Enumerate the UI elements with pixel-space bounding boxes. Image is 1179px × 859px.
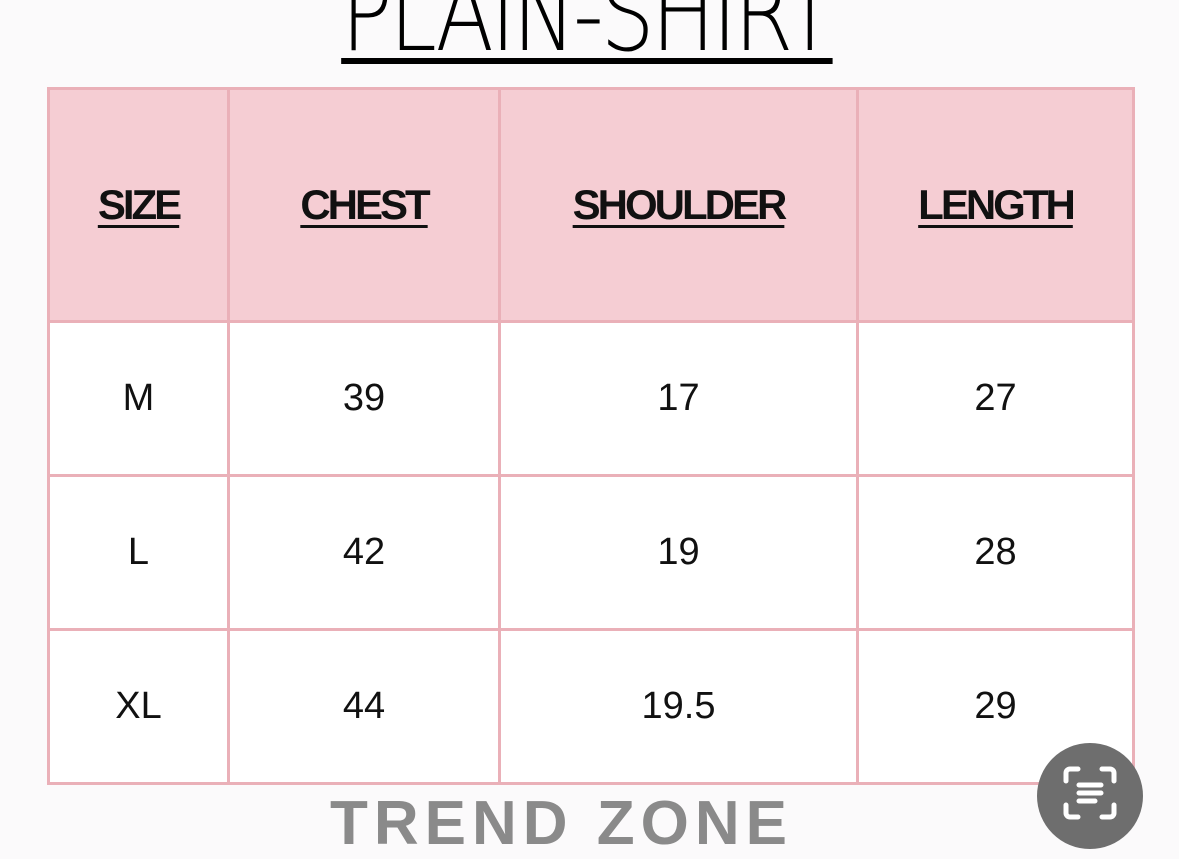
cell-chest: 39	[227, 320, 501, 477]
cell-chest: 42	[227, 474, 501, 631]
header-chest: CHEST	[227, 87, 501, 323]
cell-length: 27	[856, 320, 1135, 477]
header-size: SIZE	[47, 87, 230, 323]
header-length: LENGTH	[856, 87, 1135, 323]
cell-size: M	[47, 320, 230, 477]
cell-chest: 44	[227, 628, 501, 785]
size-chart-table: SIZE CHEST SHOULDER LENGTH M 39 17 27 L …	[47, 87, 1135, 785]
table-row: L 42 19 28	[47, 474, 1135, 631]
cell-length: 29	[856, 628, 1135, 785]
page-title: PLAIN-SHIRT	[341, 0, 836, 75]
cell-length: 28	[856, 474, 1135, 631]
cell-size: XL	[47, 628, 230, 785]
scan-text-icon	[1063, 766, 1117, 820]
header-shoulder: SHOULDER	[498, 87, 859, 323]
brand-name: TREND ZONE	[330, 789, 793, 858]
table-row: M 39 17 27	[47, 320, 1135, 477]
cell-shoulder: 19	[498, 474, 859, 631]
cell-shoulder: 19.5	[498, 628, 859, 785]
lens-scan-button[interactable]	[1037, 743, 1143, 849]
cell-size: L	[47, 474, 230, 631]
cell-shoulder: 17	[498, 320, 859, 477]
table-row: XL 44 19.5 29	[47, 628, 1135, 785]
table-header-row: SIZE CHEST SHOULDER LENGTH	[47, 87, 1135, 323]
